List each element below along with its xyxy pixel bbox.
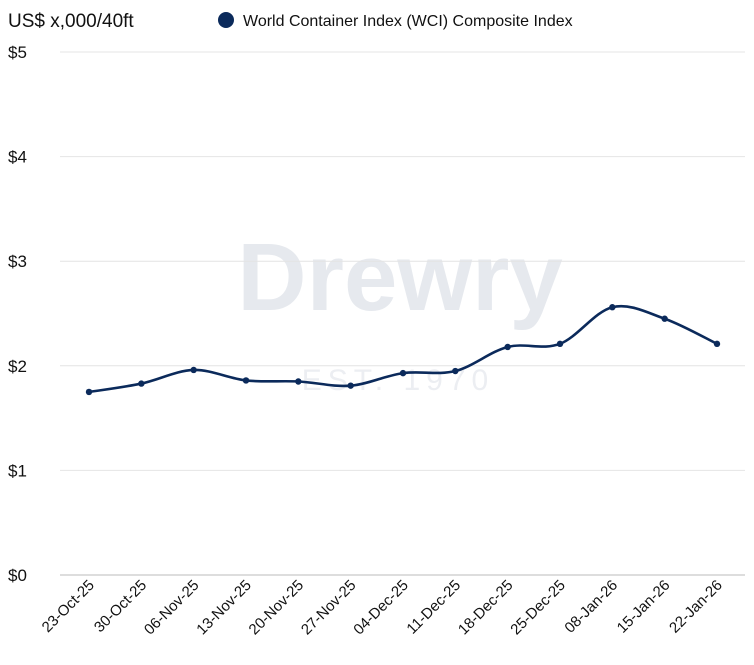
data-point — [713, 340, 721, 348]
data-point — [556, 340, 564, 348]
x-tick-label: 06-Nov-25 — [141, 577, 203, 639]
y-tick-label: $1 — [8, 461, 27, 480]
data-point — [609, 304, 616, 311]
y-axis-title: US$ x,000/40ft — [8, 11, 134, 32]
y-tick-label: $4 — [8, 148, 27, 167]
data-point — [504, 343, 511, 351]
data-point — [138, 380, 145, 387]
watermark-logo-text: Drewry — [237, 224, 563, 331]
x-tick-label: 20-Nov-25 — [246, 577, 308, 639]
data-point — [295, 378, 302, 385]
x-tick-label: 15-Jan-26 — [614, 577, 674, 637]
y-tick-label: $3 — [8, 252, 27, 271]
x-tick-label: 27-Nov-25 — [298, 577, 360, 639]
y-tick-label: $2 — [8, 357, 27, 376]
watermark: Drewry EST. 1970 — [237, 224, 563, 397]
y-tick-label: $0 — [8, 566, 27, 585]
x-tick-label: 25-Dec-25 — [507, 577, 569, 639]
watermark-est-text: EST. 1970 — [302, 364, 494, 397]
y-tick-label: $5 — [8, 43, 27, 62]
x-tick-label: 18-Dec-25 — [455, 577, 517, 639]
x-tick-label: 11-Dec-25 — [403, 577, 464, 638]
x-tick-label: 08-Jan-26 — [561, 577, 621, 637]
x-tick-label: 04-Dec-25 — [350, 577, 412, 639]
data-point — [661, 315, 668, 322]
x-tick-label: 22-Jan-26 — [666, 577, 726, 637]
legend-label: World Container Index (WCI) Composite In… — [243, 13, 573, 30]
data-point — [190, 366, 197, 374]
x-tick-label: 23-Oct-25 — [39, 577, 98, 636]
data-point — [347, 382, 354, 389]
x-tick-label: 13-Nov-25 — [193, 577, 255, 639]
data-point — [399, 369, 407, 377]
data-point — [242, 377, 250, 384]
data-point — [85, 388, 93, 396]
legend-marker — [218, 12, 234, 28]
data-point — [452, 367, 459, 375]
